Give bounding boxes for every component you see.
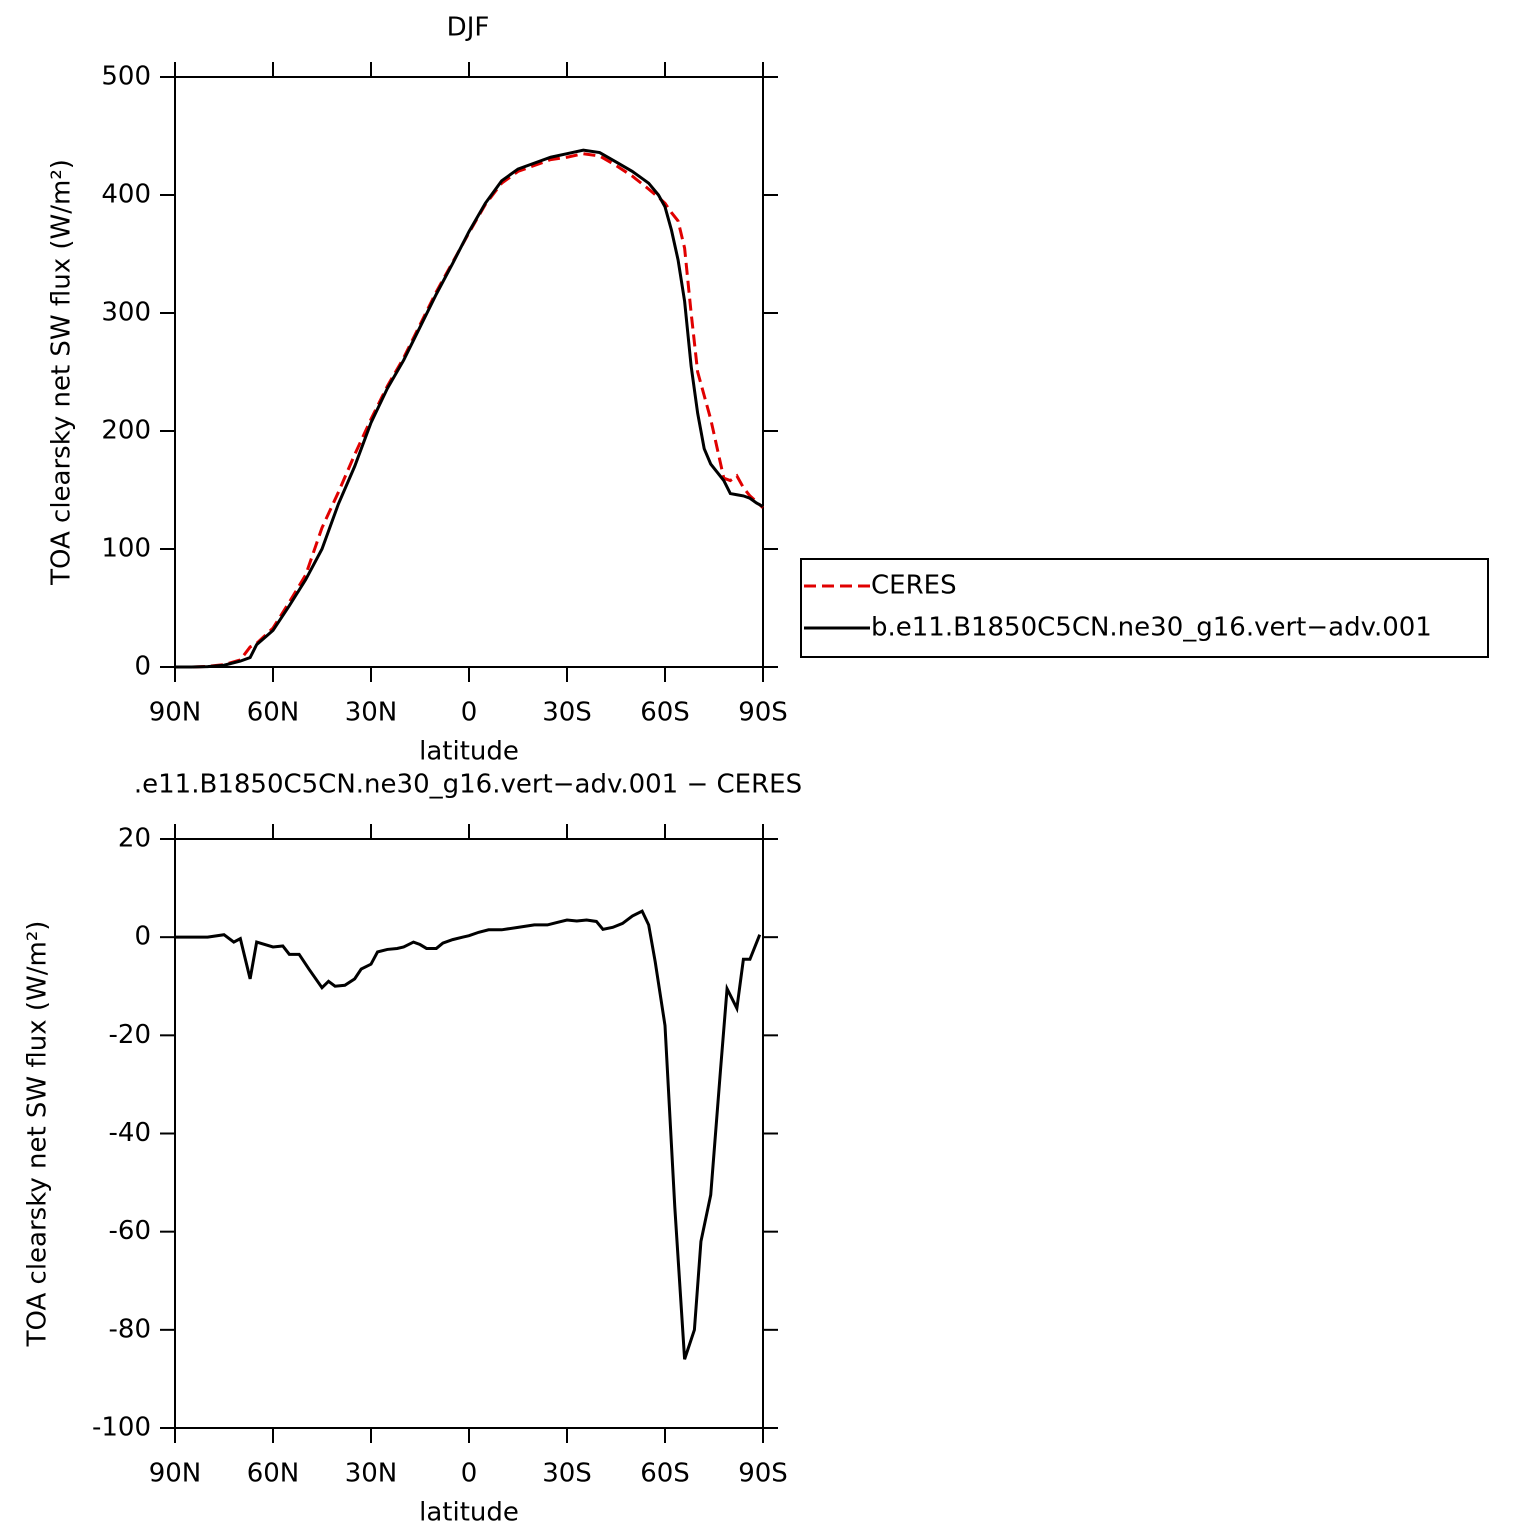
series-line [175,148,764,669]
y-tick-label: 400 [101,180,151,210]
y-tick-label: 0 [134,652,151,682]
x-tick-label: 0 [461,698,478,728]
x-tick-label: 60S [640,1459,690,1489]
y-tick-label: -20 [109,1020,151,1050]
legend-label: CERES [871,571,957,601]
x-tick-label: 0 [461,1459,478,1489]
series-line [175,909,762,1360]
y-tick-label: -80 [109,1314,151,1344]
y-tick-label: 100 [101,534,151,564]
y-tick-label: 0 [134,922,151,952]
y-tick-label: -100 [92,1413,151,1443]
plot-frame [174,838,764,1429]
y-tick-label: 300 [101,298,151,328]
series-line [175,152,765,669]
legend-label: b.e11.B1850C5CN.ne30_g16.vert−adv.001 [871,613,1432,643]
x-tick-label: 30S [542,698,592,728]
x-tick-label: 30S [542,1459,592,1489]
y-tick-label: -40 [109,1118,151,1148]
y-tick-label: 500 [101,62,151,92]
legend-box [800,558,1489,658]
x-tick-label: 60N [247,698,300,728]
x-tick-label: 90N [149,698,202,728]
x-axis-label: latitude [419,1498,519,1528]
y-tick-label: 200 [101,416,151,446]
x-tick-label: 90S [738,1459,788,1489]
plot-frame [174,76,764,668]
y-axis-label: TOA clearsky net SW flux (W/m²) [47,159,77,586]
x-tick-label: 30N [345,1459,398,1489]
y-tick-label: 20 [118,824,151,854]
x-tick-label: 30N [345,698,398,728]
chart-title: DJF [447,13,490,43]
x-tick-label: 60N [247,1459,300,1489]
chart-title: .e11.B1850C5CN.ne30_g16.vert−adv.001 − C… [134,770,802,800]
y-tick-label: -60 [109,1216,151,1246]
x-tick-label: 90S [738,698,788,728]
x-tick-label: 60S [640,698,690,728]
x-tick-label: 90N [149,1459,202,1489]
y-axis-label: TOA clearsky net SW flux (W/m²) [23,921,53,1348]
x-axis-label: latitude [419,737,519,767]
